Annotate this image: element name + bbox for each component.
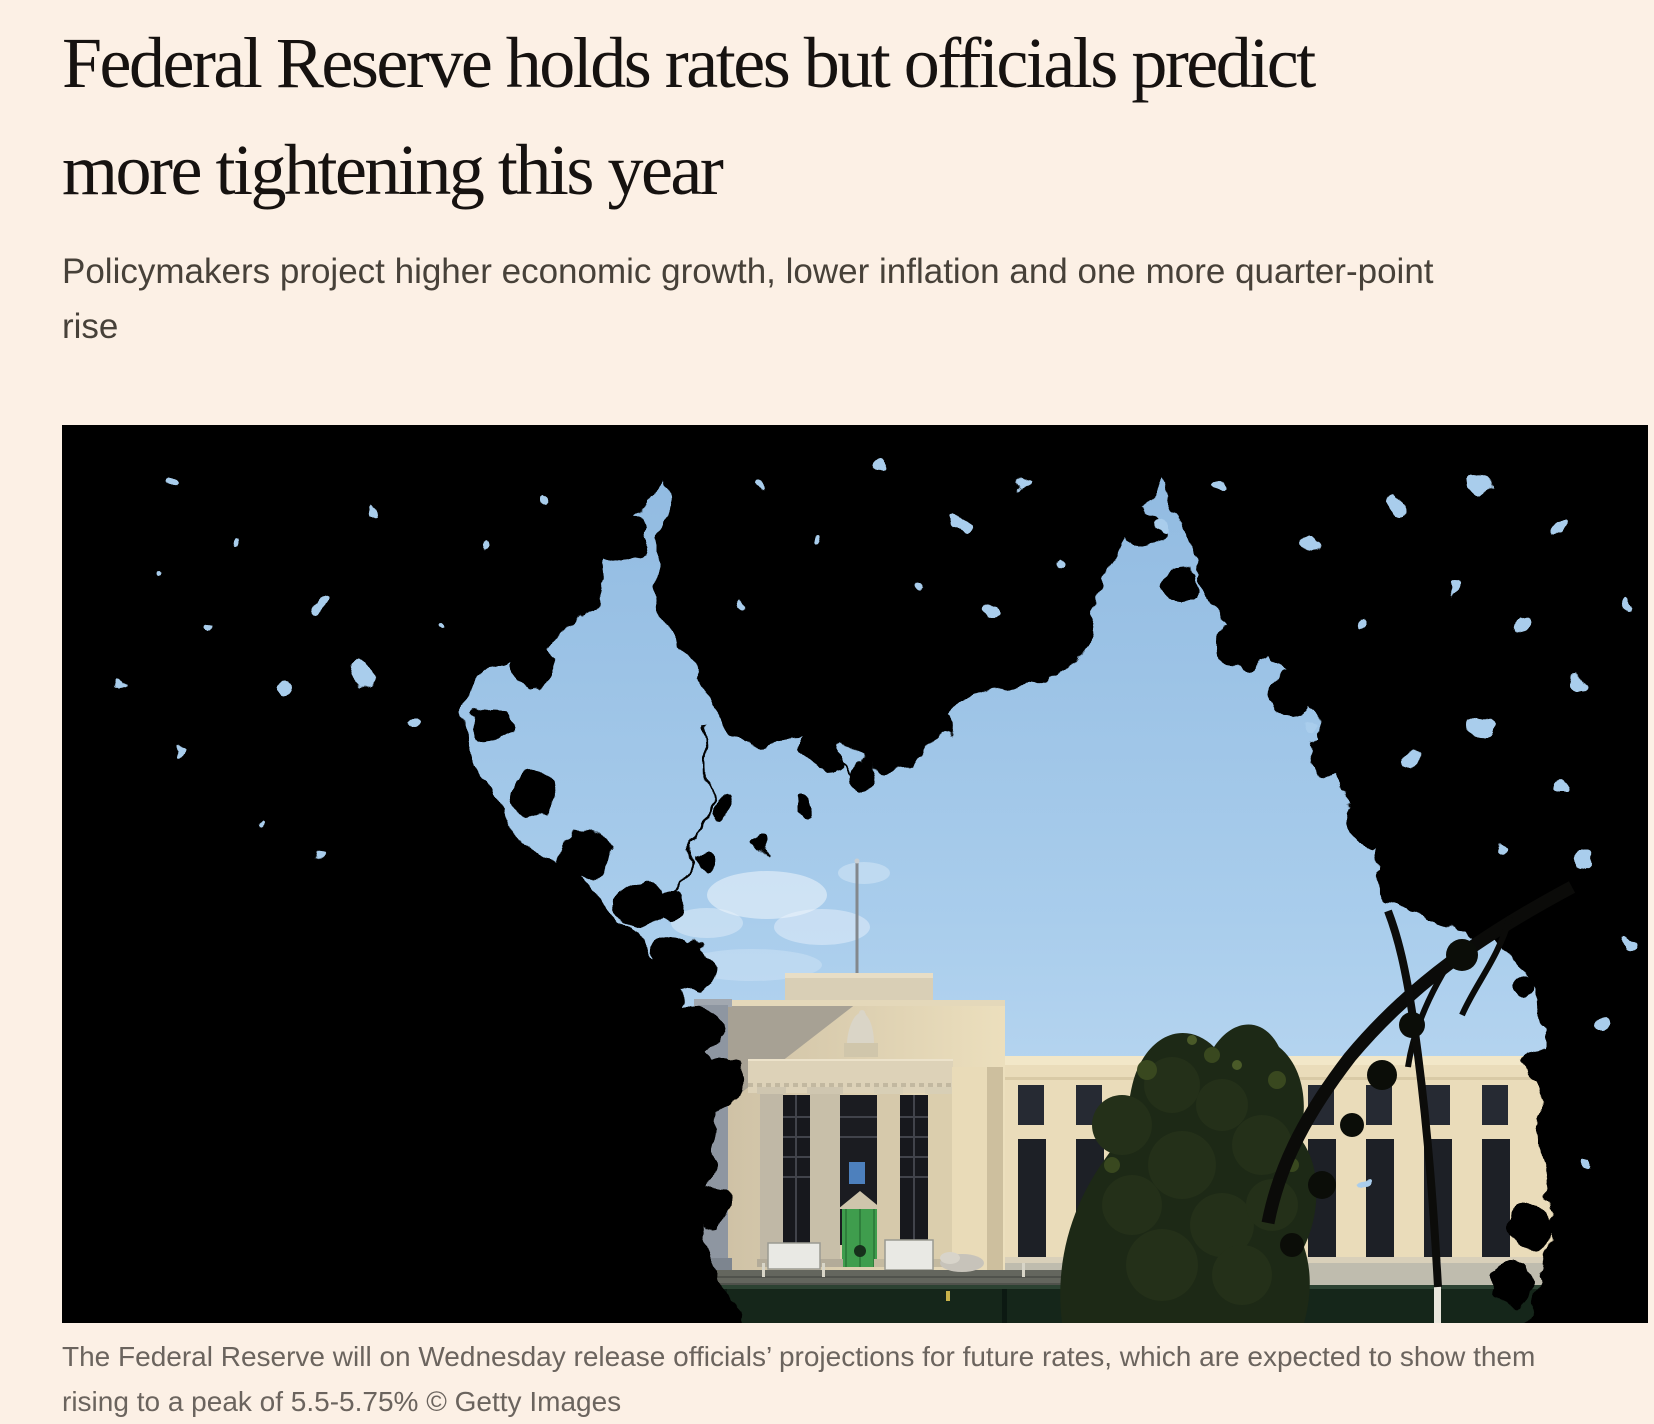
article-figure: The Federal Reserve will on Wednesday re… [62,425,1654,1423]
article-page: Federal Reserve holds rates but official… [0,10,1654,1424]
flagpole [854,858,860,975]
article-headline: Federal Reserve holds rates but official… [62,23,1316,210]
article-standfirst: Policymakers project higher economic gro… [62,252,1434,346]
image-caption: The Federal Reserve will on Wednesday re… [62,1335,1592,1423]
eagle-statue [844,1010,878,1058]
caption-text: The Federal Reserve will on Wednesday re… [62,1341,1536,1417]
fed-building-photo [62,425,1648,1324]
tree-silhouettes [62,425,1648,1324]
tree-branch [1261,881,1576,1288]
green-door [838,1191,882,1268]
caption-credit: © Getty Images [426,1385,622,1417]
fence-pole [1434,1261,1441,1324]
